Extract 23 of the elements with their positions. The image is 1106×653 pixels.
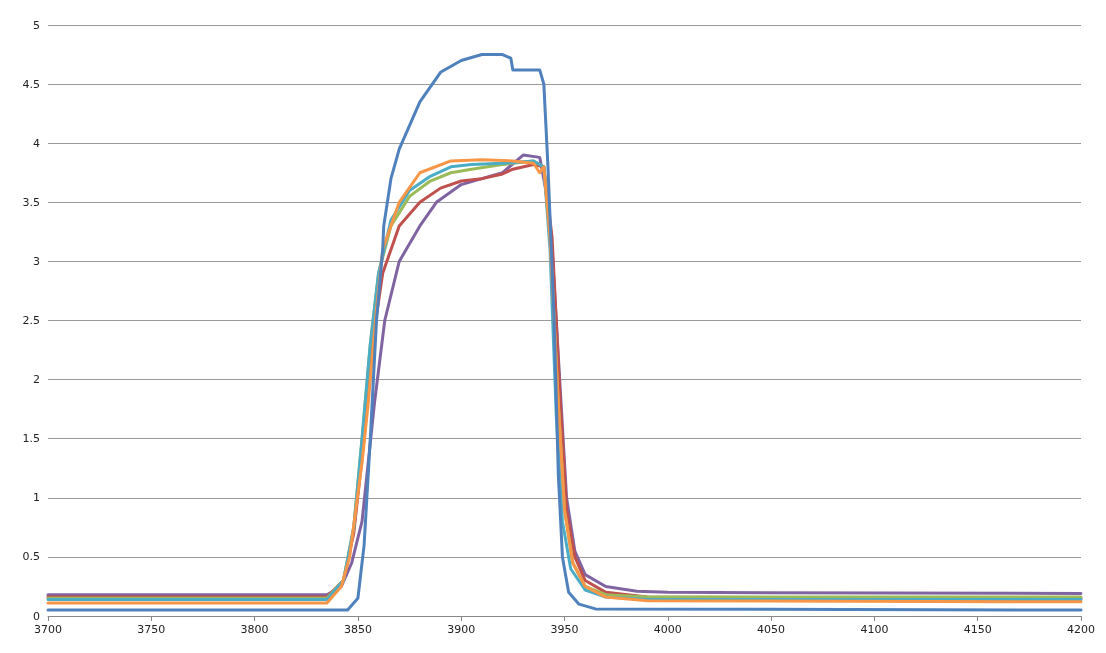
x-tick-label: 3900	[447, 623, 476, 636]
x-tick-label: 4200	[1067, 623, 1095, 636]
x-tick-label: 3750	[137, 623, 166, 636]
y-tick-label: 4.5	[22, 77, 40, 91]
x-tick-label: 3950	[550, 623, 579, 636]
x-tick-label: 3800	[240, 623, 269, 636]
y-tick-label: 2	[33, 373, 40, 387]
y-tick-label: 3.5	[22, 195, 40, 209]
y-tick-label: 1.5	[22, 432, 40, 446]
x-tick-label: 3700	[34, 623, 62, 636]
line-series	[46, 53, 1083, 612]
x-tick-label: 3850	[343, 623, 372, 636]
y-tick-label: 2.5	[22, 314, 40, 327]
x-tick-label: 4150	[963, 623, 992, 636]
y-tick-label: 3	[33, 254, 40, 268]
y-tick-label: 0	[33, 609, 40, 623]
x-tick-label: 4050	[757, 623, 786, 636]
y-tick-label: 0.5	[22, 550, 40, 564]
x-tick-label: 4100	[860, 623, 889, 636]
x-tick-label: 4000	[653, 623, 682, 636]
y-tick-label: 4	[33, 136, 40, 150]
y-tick-label: 5	[33, 18, 40, 32]
y-tick-label: 1	[33, 491, 40, 505]
